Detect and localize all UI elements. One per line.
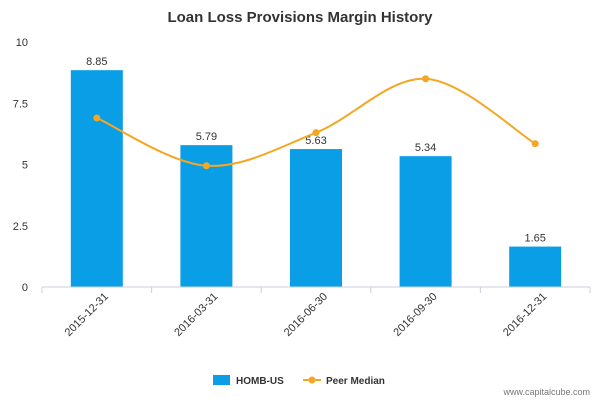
x-tick-label: 2016-09-30 [391,291,439,339]
bar[interactable] [290,149,342,287]
bar-data-label: 5.79 [196,131,217,143]
peer-median-point[interactable] [93,114,101,122]
chart-title: Loan Loss Provisions Margin History [167,9,433,26]
peer-median-point[interactable] [422,75,430,83]
peer-median-point[interactable] [531,140,539,148]
bar-series [70,70,562,287]
bar[interactable] [509,246,562,287]
legend: HOMB-US Peer Median [213,375,385,387]
x-tick-label: 2016-12-31 [501,291,549,339]
bar-data-label: 8.85 [86,56,107,68]
legend-swatch-peer-marker [308,376,316,384]
bar[interactable] [399,156,452,287]
x-tick-label: 2016-06-30 [282,291,330,339]
source-credit: www.capitalcube.com [502,387,590,397]
data-labels: 8.85 5.79 5.63 5.34 1.65 [86,56,546,244]
y-tick-label: 2.5 [13,221,28,233]
y-tick-label: 10 [16,37,28,49]
legend-swatch-homb [213,375,230,385]
legend-label-peer-median[interactable]: Peer Median [326,376,385,387]
y-tick-label: 5 [22,160,28,172]
bar-data-label: 5.34 [415,142,436,154]
x-tick-label: 2016-03-31 [172,291,220,339]
line-series [93,75,539,170]
peer-median-point[interactable] [312,129,320,137]
x-tick-label: 2015-12-31 [63,291,111,339]
y-axis: 0 2.5 5 7.5 10 [13,37,28,294]
legend-label-homb[interactable]: HOMB-US [236,376,284,387]
peer-median-point[interactable] [202,162,210,170]
bar-data-label: 5.63 [305,135,326,147]
bar[interactable] [70,70,123,287]
y-tick-label: 0 [22,282,28,294]
bar-data-label: 1.65 [524,233,545,245]
x-axis: 2015-12-31 2016-03-31 2016-06-30 2016-09-30… [41,286,591,339]
y-tick-label: 7.5 [13,98,28,110]
